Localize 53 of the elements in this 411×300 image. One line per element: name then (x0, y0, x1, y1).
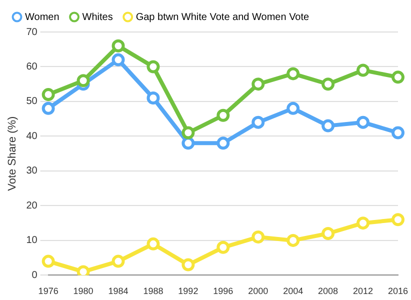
point (112, 254, 125, 268)
y-tick-label: 70 (26, 26, 38, 38)
y-tick-label: 30 (26, 166, 38, 177)
point (146, 92, 160, 105)
x-tick-label: 1976 (38, 286, 58, 296)
point (112, 53, 125, 66)
point (356, 116, 370, 129)
x-tick-label: 1984 (108, 286, 128, 296)
point (42, 254, 55, 268)
point (356, 216, 370, 230)
point (391, 126, 404, 140)
legend-label: Gap btwn White Vote and Women Vote (136, 12, 310, 23)
point (391, 70, 404, 84)
point (146, 237, 160, 250)
point (216, 136, 230, 150)
point (216, 240, 230, 254)
x-tick-label: 1988 (143, 286, 164, 296)
x-tick-label: 1980 (73, 286, 94, 296)
x-tick-label: 1996 (213, 286, 234, 296)
legend-label: Women (25, 12, 60, 23)
y-tick-label: 60 (26, 61, 38, 72)
x-tick-label: 2016 (388, 286, 408, 296)
point (252, 230, 265, 244)
x-tick-label: 2000 (248, 286, 268, 296)
x-tick-label: 2012 (353, 286, 374, 296)
y-tick-label: 0 (32, 270, 38, 281)
point (252, 78, 265, 91)
point (112, 39, 125, 52)
y-axis-title: Vote Share (%) (6, 116, 19, 191)
legend-label: Whites (82, 12, 113, 23)
point (391, 213, 404, 226)
x-tick-label: 2008 (318, 286, 338, 296)
point (182, 258, 195, 272)
point (356, 64, 370, 77)
point (322, 119, 335, 132)
point (76, 265, 90, 276)
point (252, 116, 265, 129)
point (76, 74, 90, 88)
y-tick-label: 10 (26, 235, 38, 246)
point (286, 234, 300, 247)
point (182, 136, 195, 150)
point (322, 78, 335, 91)
point (216, 108, 230, 122)
point (322, 227, 335, 240)
point (182, 126, 195, 140)
x-tick-label: 1992 (178, 286, 198, 296)
point (286, 67, 300, 80)
point (146, 60, 160, 74)
point (286, 102, 300, 115)
y-tick-label: 20 (26, 200, 38, 212)
y-tick-label: 40 (26, 130, 38, 142)
x-tick-label: 2004 (283, 286, 304, 296)
y-tick-label: 50 (26, 96, 38, 108)
